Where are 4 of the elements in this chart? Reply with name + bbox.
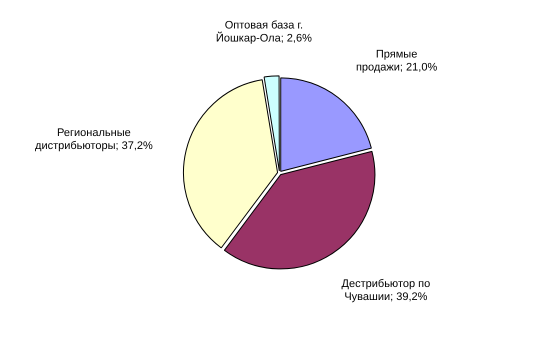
- slice-label: Дестрибьютор по Чувашии; 39,2%: [342, 278, 430, 304]
- slice-label: Региональные дистрибьюторы; 37,2%: [35, 127, 153, 152]
- slice-label: Оптовая база г. Йошкар-Ола; 2,6%: [216, 20, 312, 45]
- slice-label: Прямые продажи; 21,0%: [356, 48, 438, 74]
